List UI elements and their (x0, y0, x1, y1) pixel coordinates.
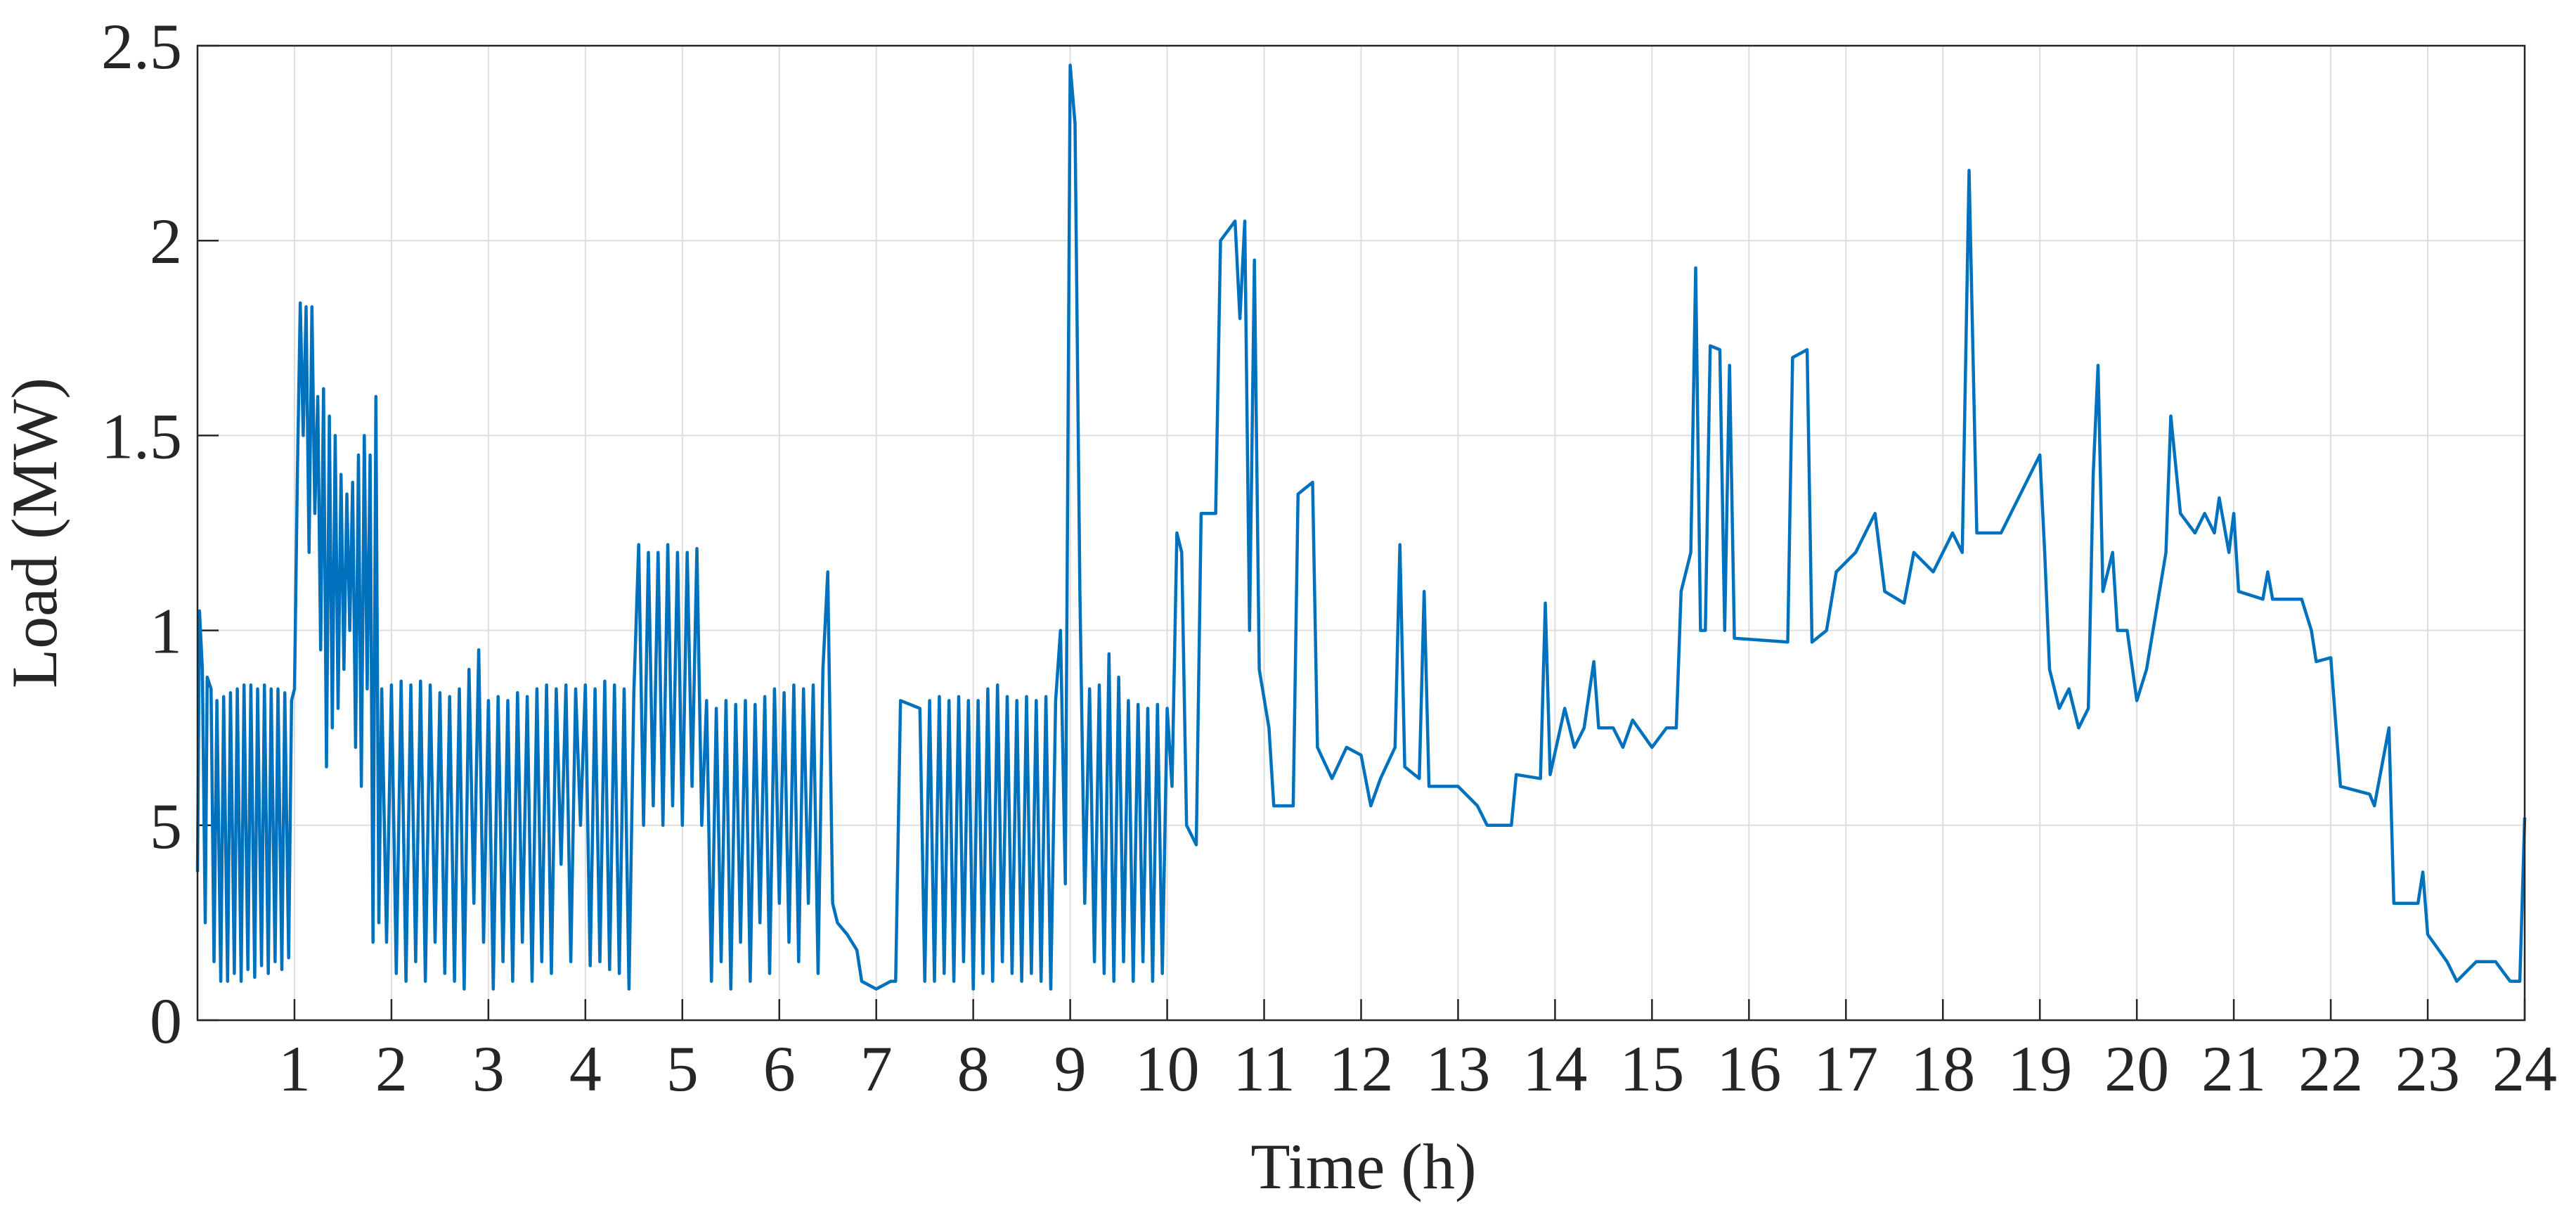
y-tick-label: 0 (150, 985, 182, 1057)
x-tick-label: 20 (2104, 1033, 2169, 1105)
x-tick-label: 23 (2395, 1033, 2460, 1105)
x-tick-label: 2 (375, 1033, 408, 1105)
y-tick-label: 1 (150, 596, 182, 667)
x-tick-label: 17 (1813, 1033, 1878, 1105)
x-tick-label: 13 (1425, 1033, 1490, 1105)
x-tick-label: 11 (1233, 1033, 1295, 1105)
y-tick-label: 1.5 (101, 400, 182, 472)
x-tick-label: 5 (666, 1033, 699, 1105)
plot-frame (196, 44, 2526, 1022)
x-tick-label: 18 (1910, 1033, 1975, 1105)
x-tick-label: 6 (763, 1033, 796, 1105)
x-axis-label: Time (h) (1250, 1131, 1476, 1202)
y-axis-label: Load (MW) (0, 378, 70, 688)
x-tick-label: 14 (1522, 1033, 1587, 1105)
x-tick-label: 22 (2298, 1033, 2363, 1105)
x-tick-label: 3 (472, 1033, 505, 1105)
y-tick-label: 2 (150, 205, 182, 277)
x-tick-label: 1 (278, 1033, 311, 1105)
x-tick-label: 4 (569, 1033, 602, 1105)
x-tick-label: 12 (1329, 1033, 1394, 1105)
x-tick-label: 8 (957, 1033, 990, 1105)
x-tick-label: 24 (2492, 1033, 2557, 1105)
y-tick-label: 5 (150, 790, 182, 862)
x-tick-label: 10 (1135, 1033, 1200, 1105)
x-tick-label: 21 (2201, 1033, 2266, 1105)
x-tick-label: 15 (1619, 1033, 1684, 1105)
x-tick-label: 9 (1054, 1033, 1087, 1105)
x-tick-label: 19 (2007, 1033, 2072, 1105)
x-tick-label: 16 (1716, 1033, 1781, 1105)
data-line (195, 63, 2527, 991)
x-tick-label: 7 (860, 1033, 893, 1105)
y-tick-label: 2.5 (101, 11, 182, 82)
